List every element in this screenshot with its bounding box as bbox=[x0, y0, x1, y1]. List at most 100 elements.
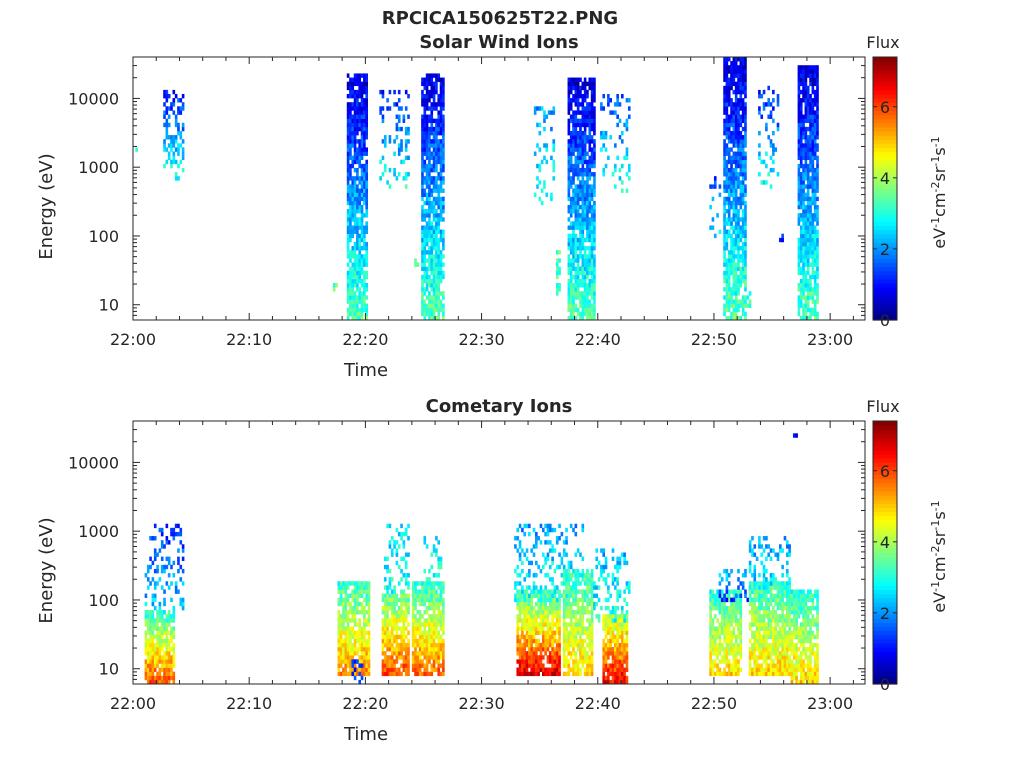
heatmap-cell bbox=[365, 241, 368, 247]
heatmap-cell bbox=[744, 192, 747, 198]
heatmap-cell bbox=[165, 647, 169, 652]
heatmap-cell bbox=[353, 159, 357, 165]
heatmap-cell bbox=[576, 110, 580, 115]
heatmap-cell bbox=[149, 622, 152, 627]
heatmap-cell bbox=[523, 626, 527, 631]
heatmap-cell bbox=[407, 581, 410, 586]
heatmap-cell bbox=[339, 626, 343, 631]
heatmap-cell bbox=[421, 204, 424, 210]
heatmap-cell bbox=[737, 315, 740, 321]
heatmap-cell bbox=[741, 209, 745, 214]
heatmap-cell bbox=[567, 139, 571, 144]
heatmap-cell bbox=[523, 523, 527, 529]
y-tick-label: 100 bbox=[88, 227, 119, 246]
heatmap-cell bbox=[551, 560, 554, 566]
heatmap-cell bbox=[525, 638, 529, 644]
heatmap-cell bbox=[425, 130, 429, 136]
heatmap-cell bbox=[730, 163, 733, 169]
heatmap-cell bbox=[562, 540, 566, 545]
heatmap-cell bbox=[562, 618, 566, 623]
heatmap-cell bbox=[437, 663, 441, 668]
heatmap-cell bbox=[579, 241, 582, 247]
heatmap-cell bbox=[555, 266, 559, 271]
heatmap-cell bbox=[163, 638, 166, 644]
heatmap-cell bbox=[567, 597, 571, 603]
heatmap-cell bbox=[590, 155, 594, 161]
heatmap-cell bbox=[567, 110, 571, 115]
heatmap-cell bbox=[430, 630, 434, 635]
heatmap-cell bbox=[551, 642, 554, 648]
heatmap-cell bbox=[737, 65, 740, 70]
heatmap-cell bbox=[739, 135, 743, 140]
heatmap-cell bbox=[593, 266, 596, 271]
heatmap-cell bbox=[541, 634, 545, 640]
heatmap-cell bbox=[730, 192, 733, 198]
heatmap-cell bbox=[569, 176, 573, 181]
heatmap-cell bbox=[360, 106, 364, 111]
y-tick-label: 10000 bbox=[68, 89, 119, 108]
heatmap-cell bbox=[583, 85, 587, 91]
heatmap-cell bbox=[160, 647, 164, 652]
colorbar-step bbox=[873, 209, 897, 214]
heatmap-cell bbox=[442, 581, 445, 586]
heatmap-cell bbox=[602, 130, 606, 136]
heatmap-cell bbox=[572, 114, 575, 119]
heatmap-cell bbox=[356, 139, 359, 144]
heatmap-cell bbox=[734, 303, 738, 308]
heatmap-cell bbox=[363, 167, 366, 173]
heatmap-cell bbox=[430, 622, 434, 627]
heatmap-cell bbox=[393, 172, 396, 177]
heatmap-cell bbox=[734, 291, 738, 296]
heatmap-cell bbox=[402, 642, 406, 648]
heatmap-cell bbox=[358, 209, 362, 214]
heatmap-cell bbox=[581, 241, 585, 247]
heatmap-cell bbox=[574, 118, 578, 124]
heatmap-cell bbox=[806, 237, 810, 243]
heatmap-cell bbox=[351, 106, 355, 111]
heatmap-cell bbox=[811, 192, 815, 198]
heatmap-cell bbox=[518, 626, 522, 631]
heatmap-cell bbox=[739, 102, 743, 107]
heatmap-cell bbox=[144, 614, 148, 619]
heatmap-cell bbox=[365, 180, 368, 185]
heatmap-cell bbox=[349, 89, 352, 95]
heatmap-cell bbox=[811, 311, 815, 317]
heatmap-cell bbox=[586, 167, 589, 173]
heatmap-cell bbox=[177, 176, 180, 181]
heatmap-cell bbox=[172, 663, 176, 668]
heatmap-cell bbox=[174, 122, 178, 128]
heatmap-cell bbox=[342, 618, 345, 623]
heatmap-cell bbox=[581, 110, 585, 115]
heatmap-cell bbox=[797, 81, 801, 87]
heatmap-cell bbox=[172, 679, 176, 685]
heatmap-cell bbox=[581, 130, 585, 136]
heatmap-cell bbox=[567, 151, 571, 156]
heatmap-cell bbox=[404, 143, 408, 148]
heatmap-cell bbox=[806, 106, 810, 111]
heatmap-cell bbox=[741, 311, 745, 317]
heatmap-cell bbox=[588, 291, 592, 296]
heatmap-cell bbox=[439, 93, 443, 99]
heatmap-cell bbox=[365, 110, 368, 115]
heatmap-cell bbox=[569, 622, 573, 627]
heatmap-cell bbox=[737, 266, 740, 271]
heatmap-cell bbox=[163, 564, 166, 570]
heatmap-cell bbox=[349, 163, 352, 169]
heatmap-cell bbox=[360, 585, 364, 590]
heatmap-cell bbox=[365, 274, 368, 280]
heatmap-cell bbox=[423, 250, 427, 255]
colorbar-step bbox=[873, 130, 897, 136]
heatmap-cell bbox=[353, 73, 357, 78]
heatmap-cell bbox=[748, 291, 752, 296]
heatmap-cell bbox=[411, 634, 415, 640]
heatmap-cell bbox=[583, 77, 587, 82]
heatmap-cell bbox=[411, 581, 415, 586]
heatmap-cell bbox=[744, 172, 747, 177]
heatmap-cell bbox=[367, 622, 371, 627]
heatmap-cell bbox=[439, 250, 443, 255]
heatmap-cell bbox=[799, 233, 803, 239]
heatmap-cell bbox=[430, 597, 434, 603]
heatmap-cell bbox=[153, 663, 157, 668]
heatmap-cell bbox=[730, 311, 733, 317]
heatmap-cell bbox=[349, 250, 352, 255]
